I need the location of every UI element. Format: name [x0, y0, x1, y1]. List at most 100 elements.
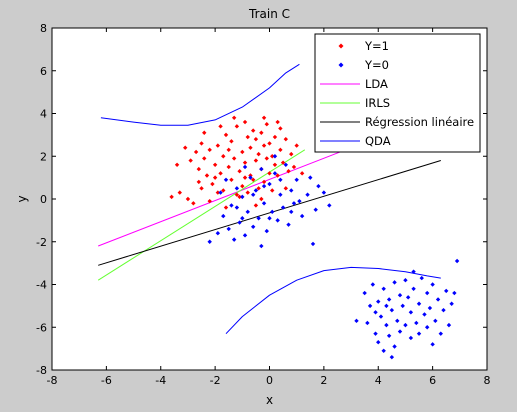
data-point-y-1 [283, 186, 289, 191]
data-point-y-1 [204, 173, 210, 178]
series-curve-qda-1 [100, 63, 300, 126]
y-tick-label: -2 [36, 236, 47, 249]
data-point-y-0 [424, 290, 430, 296]
data-point-y-1 [191, 201, 196, 206]
y-tick-label: -4 [36, 279, 47, 292]
data-point-y-0 [327, 203, 332, 208]
data-point-y-0 [240, 194, 245, 200]
data-point-y-0 [395, 318, 400, 324]
data-point-y-1 [259, 196, 264, 202]
data-point-y-0 [452, 290, 457, 296]
data-point-y-0 [389, 354, 395, 360]
data-point-y-1 [245, 190, 250, 195]
data-point-y-1 [283, 136, 289, 142]
data-point-y-0 [416, 301, 422, 306]
data-point-y-1 [278, 147, 283, 153]
data-point-y-1 [223, 205, 229, 210]
data-point-y-1 [280, 160, 286, 165]
data-point-y-0 [250, 224, 256, 229]
data-point-y-1 [242, 175, 248, 180]
data-point-y-0 [234, 186, 240, 191]
data-point-y-0 [234, 205, 240, 210]
data-point-y-0 [250, 192, 256, 197]
data-point-y-1 [253, 158, 259, 163]
data-point-y-1 [272, 162, 278, 167]
y-tick-label: 2 [40, 150, 47, 163]
data-point-y-0 [207, 239, 212, 244]
data-point-y-1 [177, 190, 182, 195]
data-point-y-0 [278, 177, 283, 182]
y-axis-label: y [15, 195, 29, 202]
data-point-y-0 [294, 177, 299, 182]
data-point-y-0 [433, 318, 438, 324]
data-point-y-1 [240, 183, 245, 189]
x-tick-label: -6 [101, 374, 112, 387]
data-point-y-0 [430, 282, 435, 287]
data-point-y-0 [264, 228, 269, 234]
data-point-y-0 [256, 216, 261, 221]
data-point-y-1 [294, 143, 299, 148]
data-point-y-1 [207, 198, 212, 204]
data-point-y-1 [221, 188, 226, 193]
data-point-y-1 [183, 145, 188, 150]
data-point-y-1 [253, 203, 259, 208]
legend-box [314, 33, 481, 153]
data-point-y-1 [231, 115, 237, 120]
data-point-y-1 [221, 154, 226, 159]
data-point-y-0 [416, 331, 422, 336]
x-ticks: -8 -6 -4 -2 0 2 4 6 8 [47, 28, 491, 387]
data-point-y-0 [435, 297, 441, 302]
data-point-y-0 [259, 166, 264, 172]
data-point-y-0 [370, 282, 376, 287]
y-ticks: -8 -6 -4 -2 0 2 4 6 8 [36, 22, 487, 377]
data-point-y-0 [316, 183, 321, 189]
data-point-y-1 [256, 186, 261, 191]
x-tick-label: 6 [429, 374, 436, 387]
data-point-y-1 [272, 134, 278, 140]
legend-label-qda: QDA [365, 134, 391, 148]
data-point-y-0 [218, 190, 223, 195]
x-tick-label: 0 [266, 374, 273, 387]
data-point-y-0 [270, 209, 275, 215]
data-point-y-1 [202, 156, 207, 161]
data-point-y-0 [454, 258, 460, 264]
data-point-y-0 [386, 333, 392, 338]
x-tick-label: -8 [47, 374, 58, 387]
data-point-y-1 [212, 175, 218, 180]
x-tick-label: 8 [484, 374, 491, 387]
data-point-y-0 [422, 312, 427, 317]
data-point-y-1 [248, 145, 253, 150]
data-point-y-0 [419, 275, 424, 281]
data-point-y-0 [221, 213, 226, 219]
data-point-y-1 [286, 169, 291, 174]
data-point-y-0 [248, 175, 253, 180]
data-point-y-1 [264, 121, 269, 127]
data-point-y-0 [397, 292, 403, 298]
data-point-y-0 [321, 190, 327, 195]
data-point-y-0 [272, 171, 278, 176]
data-point-y-1 [270, 154, 275, 159]
data-point-y-0 [438, 331, 443, 336]
data-point-y-1 [185, 196, 191, 202]
legend-label-y-0: Y=0 [364, 58, 389, 72]
legend-marker-y-1 [338, 43, 344, 49]
data-point-y-1 [261, 179, 267, 185]
data-point-y-1 [291, 164, 297, 170]
data-point-y-1 [242, 160, 248, 165]
data-point-y-0 [403, 278, 408, 283]
data-point-y-0 [313, 207, 318, 212]
data-point-y-0 [286, 222, 291, 227]
data-point-y-0 [267, 181, 272, 187]
data-point-y-0 [408, 335, 414, 341]
data-point-y-0 [444, 288, 449, 294]
x-tick-label: 2 [320, 374, 327, 387]
data-point-y-0 [446, 322, 452, 328]
series-line-r-gression-lin-aire [98, 160, 441, 266]
data-point-y-0 [373, 310, 378, 315]
data-point-y-0 [378, 314, 384, 319]
data-point-y-0 [362, 290, 367, 296]
data-point-y-0 [381, 286, 386, 291]
data-point-y-1 [218, 171, 223, 176]
data-point-y-0 [261, 183, 267, 189]
